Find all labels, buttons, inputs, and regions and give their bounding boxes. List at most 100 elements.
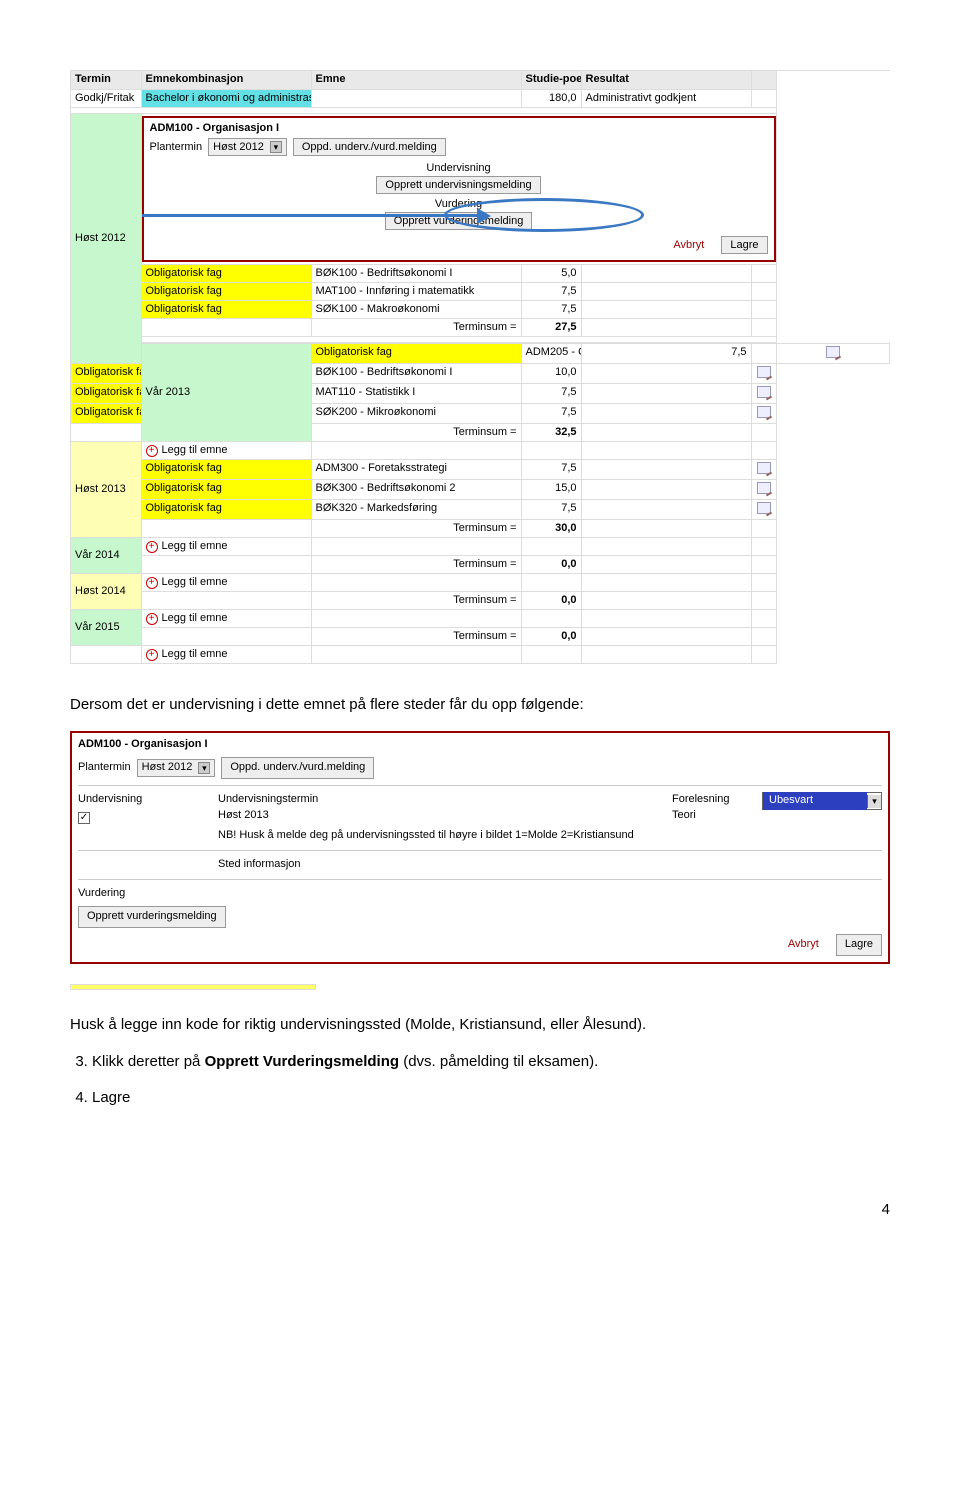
terminsum-label: Terminsum = [311,627,521,645]
terminsum-value: 32,5 [521,423,581,441]
terminsum-label: Terminsum = [311,555,521,573]
plus-icon: + [146,577,158,589]
sted-select-value: Ubesvart [763,792,867,810]
opprett-vurderingsmelding-button[interactable]: Opprett vurderingsmelding [78,906,226,928]
sp-cell: 7,5 [521,300,581,318]
terminsum-value: 27,5 [521,318,581,336]
emne-cell[interactable]: BØK100 - Bedriftsøkonomi I [311,264,521,282]
chevron-down-icon: ▾ [270,141,282,153]
instruction-list: Klikk deretter på Opprett Vurderingsmeld… [70,1051,890,1109]
terminsum-label: Terminsum = [311,591,521,609]
sp-cell: 7,5 [581,343,751,363]
edit-icon[interactable] [757,386,771,398]
emnekombinasjon-cell[interactable]: Obligatorisk fag [141,282,311,300]
term-label-h2012: Høst 2012 [71,113,141,363]
emnekombinasjon-cell[interactable]: Obligatorisk fag [311,343,521,363]
course-panel-adm100: ADM100 - Organisasjon I Plantermin Høst … [142,116,776,262]
legg-til-emne-link[interactable]: +Legg til emne [141,609,311,627]
lagre-button[interactable]: Lagre [836,934,882,956]
header-emnekombinasjon: Emnekombinasjon [141,71,311,89]
sted-informasjon-label: Sted informasjon [218,857,882,873]
edit-icon[interactable] [757,366,771,378]
oppd-underv-vurd-button[interactable]: Oppd. underv./vurd.melding [293,138,446,156]
edit-icon[interactable] [757,462,771,474]
sted-select[interactable]: Ubesvart ▾ [762,792,882,810]
undervisningstermin-label: Undervisningstermin [218,792,662,808]
emne-cell[interactable]: MAT110 - Statistikk I [311,383,521,403]
bachelor-left: Godkj/Fritak [71,89,141,107]
emnekombinasjon-cell[interactable]: Obligatorisk fag [141,300,311,318]
legg-til-emne-link[interactable]: +Legg til emne [141,573,311,591]
term-label: Vår 2014 [71,537,141,573]
edit-icon[interactable] [757,502,771,514]
plantermin-value: Høst 2012 [213,141,264,153]
edit-icon[interactable] [757,406,771,418]
avbryt-link[interactable]: Avbryt [788,938,819,950]
emnekombinasjon-cell[interactable]: Obligatorisk fag [141,499,311,519]
emnekombinasjon-cell[interactable]: Obligatorisk fag [141,459,311,479]
emnekombinasjon-cell[interactable]: Obligatorisk fag [71,403,141,423]
bachelor-comb[interactable]: Bachelor i økonomi og administrasjon [141,89,311,107]
terminsum-value: 0,0 [521,627,581,645]
legg-til-emne-link[interactable]: +Legg til emne [141,441,311,459]
sp-cell: 7,5 [521,383,581,403]
plus-icon: + [146,613,158,625]
annotation-arrow-line [141,214,479,217]
undervisning-detail-panel: ADM100 - Organisasjon I Plantermin Høst … [70,731,890,963]
plantermin-select[interactable]: Høst 2012 ▾ [208,138,287,156]
plus-icon: + [146,649,158,661]
plantermin-value: Høst 2012 [142,760,193,776]
oppd-underv-vurd-button[interactable]: Oppd. underv./vurd.melding [221,757,374,779]
terminsum-label: Terminsum = [311,318,521,336]
edit-icon[interactable] [757,482,771,494]
yellow-strip [70,984,316,990]
panel-title: ADM100 - Organisasjon I [150,122,768,134]
paragraph-intro: Dersom det er undervisning i dette emnet… [70,694,890,716]
emnekombinasjon-cell[interactable]: Obligatorisk fag [141,264,311,282]
undervisning-checkbox[interactable]: ✓ [78,812,90,824]
bachelor-sp: 180,0 [521,89,581,107]
plantermin-label: Plantermin [78,760,131,776]
terminsum-value: 30,0 [521,519,581,537]
sp-cell: 5,0 [521,264,581,282]
undervisningstermin-value: Høst 2013 [218,808,662,824]
lagre-button[interactable]: Lagre [721,236,767,254]
term-label: Høst 2014 [71,573,141,609]
page-number: 4 [70,1199,890,1221]
emnekombinasjon-cell[interactable]: Obligatorisk fag [71,383,141,403]
emne-cell[interactable]: ADM300 - Foretaksstrategi [311,459,521,479]
header-studiepoeng: Studie-poeng [521,71,581,89]
emne-cell[interactable]: SØK100 - Makroøkonomi [311,300,521,318]
avbryt-link[interactable]: Avbryt [673,239,704,251]
vurdering-label: Vurdering [78,886,882,902]
opprett-undervisningsmelding-button[interactable]: Opprett undervisningsmelding [376,176,540,194]
nb-text: NB! Husk å melde deg på undervisningsste… [218,828,662,844]
emnekombinasjon-cell[interactable]: Obligatorisk fag [71,363,141,383]
annotation-circle [444,198,644,232]
panel2-title: ADM100 - Organisasjon I [78,737,882,753]
undervisning-label: Undervisning [150,162,768,174]
plantermin-label: Plantermin [150,141,203,153]
header-resultat: Resultat [581,71,751,89]
terminsum-value: 0,0 [521,555,581,573]
header-termin: Termin [71,71,141,89]
emnekombinasjon-cell[interactable]: Obligatorisk fag [141,479,311,499]
emne-cell[interactable]: BØK300 - Bedriftsøkonomi 2 [311,479,521,499]
plantermin-select[interactable]: Høst 2012 ▾ [137,759,216,777]
teori-label: Teori [672,808,752,824]
plus-icon: + [146,445,158,457]
divider [78,785,882,786]
sp-cell: 7,5 [521,459,581,479]
emne-cell[interactable]: SØK200 - Mikroøkonomi [311,403,521,423]
emne-cell[interactable]: BØK320 - Markedsføring [311,499,521,519]
legg-til-emne-link[interactable]: +Legg til emne [141,645,311,663]
emne-cell[interactable]: BØK100 - Bedriftsøkonomi I [311,363,521,383]
paragraph-husk: Husk å legge inn kode for riktig undervi… [70,1014,890,1036]
emne-cell[interactable]: MAT100 - Innføring i matematikk [311,282,521,300]
legg-til-emne-link[interactable]: +Legg til emne [141,537,311,555]
term-label: Vår 2013 [141,343,311,441]
instruction-item-4: Lagre [92,1087,890,1109]
header-edit [751,71,776,89]
edit-icon[interactable] [826,346,840,358]
emne-cell[interactable]: ADM205 - Organisasjon 2 [521,343,581,363]
